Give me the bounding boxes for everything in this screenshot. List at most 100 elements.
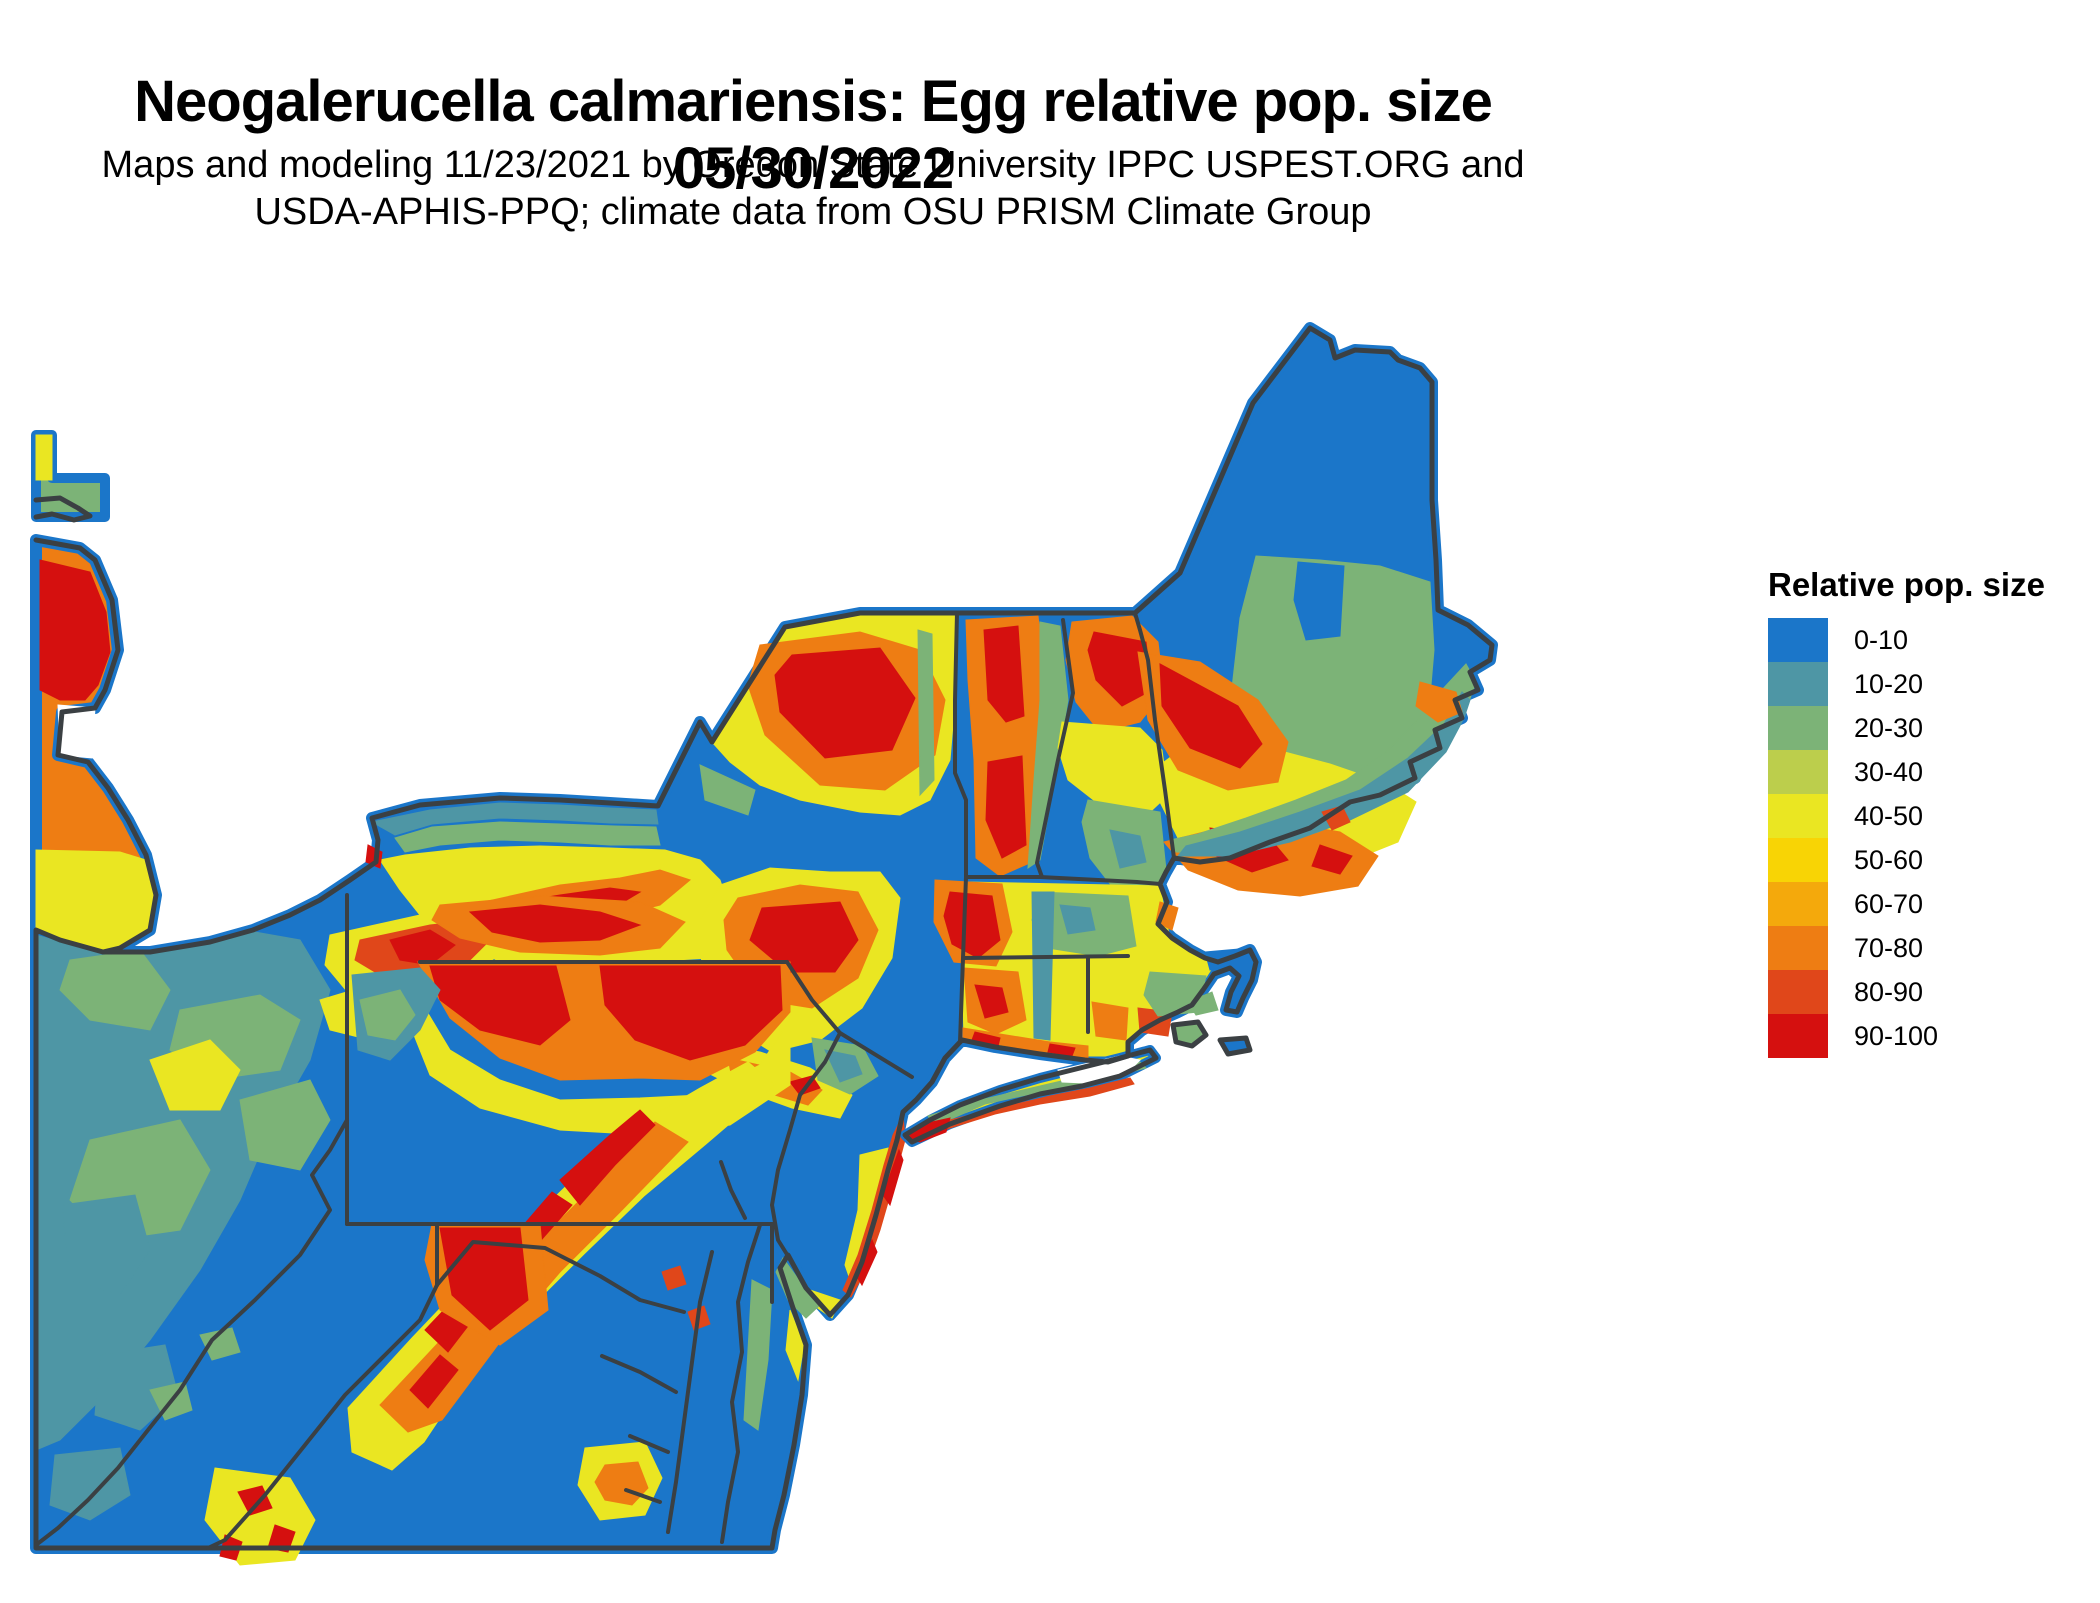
border-vt-nh xyxy=(1035,618,1075,879)
coastline-ontario-landmass xyxy=(33,537,159,955)
legend-item-50-60: 50-60 xyxy=(1768,838,2045,882)
southern-tier-red xyxy=(468,904,642,943)
downeast-orange-spot xyxy=(1415,681,1463,723)
tughill-green xyxy=(699,764,756,816)
rappahannock-c xyxy=(624,1488,662,1504)
border-me-nh xyxy=(1133,611,1176,860)
champlain-green-strip xyxy=(917,629,935,797)
ri-coast-orange xyxy=(1091,1001,1129,1041)
legend-item-90-100: 90-100 xyxy=(1768,1014,2045,1058)
wv-teal-c xyxy=(49,1447,131,1521)
legend-swatch-50-60 xyxy=(1768,838,1828,882)
va-red-dot-a xyxy=(661,1265,687,1291)
wny-green-band xyxy=(394,821,661,853)
cape-base-green xyxy=(1187,991,1219,1016)
legend-label-0-10: 0-10 xyxy=(1854,624,1909,655)
marthas-vineyard xyxy=(1170,1019,1209,1049)
rappahannock-a xyxy=(600,1354,678,1394)
figure-title: Neogalerucella calmariensis: Egg relativ… xyxy=(134,69,1493,201)
border-ny-vt xyxy=(953,611,968,879)
nwpa-green-patch xyxy=(359,989,416,1041)
ridge-red-b xyxy=(559,1109,656,1206)
border-ohio-river xyxy=(34,1118,349,1547)
legend-item-80-90: 80-90 xyxy=(1768,970,2045,1014)
legend-swatch-90-100 xyxy=(1768,1014,1828,1058)
ct-valley-green-north xyxy=(1027,621,1069,869)
ohio-yellow-a xyxy=(149,1039,241,1111)
legend-label-10-20: 10-20 xyxy=(1854,668,1924,699)
nj-shore-red-a xyxy=(882,1148,904,1207)
ridge-red-c xyxy=(409,1354,459,1409)
wv-south-red-b xyxy=(267,1524,296,1553)
maine-blue-inlet xyxy=(1293,561,1345,641)
central-mass-teal xyxy=(1059,904,1096,935)
legend-item-30-40: 30-40 xyxy=(1768,750,2045,794)
border-ma-south xyxy=(961,954,1130,960)
legend-rows: 0-10 10-20 20-30 30-40 40-50 50-60 60-70 70-80 8… xyxy=(1768,618,2045,1058)
smaine-red-b xyxy=(1311,844,1353,875)
legend-label-50-60: 50-60 xyxy=(1854,844,1924,875)
legend-label-20-30: 20-30 xyxy=(1854,712,1924,743)
legend-swatch-30-40 xyxy=(1768,750,1828,794)
pa-red-west xyxy=(429,965,571,1046)
legend-label-60-70: 60-70 xyxy=(1854,888,1924,919)
coastline-topleft-piece xyxy=(33,495,93,523)
legend-item-70-80: 70-80 xyxy=(1768,926,2045,970)
pa-red-east xyxy=(599,965,783,1061)
legend-swatch-40-50 xyxy=(1768,794,1828,838)
rappahannock-b xyxy=(628,1434,670,1454)
legend-title: Relative pop. size xyxy=(1768,566,2045,603)
legend-swatch-10-20 xyxy=(1768,662,1828,706)
legend-label-30-40: 30-40 xyxy=(1854,756,1924,787)
legend-swatch-60-70 xyxy=(1768,882,1828,926)
nantucket xyxy=(1217,1035,1253,1057)
north-nj-teal xyxy=(824,1049,863,1083)
coastline-mainland xyxy=(33,325,1495,1551)
ct-valley-teal-south xyxy=(1031,891,1055,1041)
legend-item-60-70: 60-70 xyxy=(1768,882,2045,926)
chesapeake-west-shore xyxy=(666,1250,714,1534)
topleft-yellow-strip xyxy=(35,434,53,481)
legend-item-0-10: 0-10 xyxy=(1768,618,2045,662)
legend-item-40-50: 40-50 xyxy=(1768,794,2045,838)
adirondack-red xyxy=(774,647,916,759)
catskills-red xyxy=(749,901,859,973)
legend-swatch-20-30 xyxy=(1768,706,1828,750)
chesapeake-east-shore xyxy=(720,1223,762,1544)
midcoast-red-spot xyxy=(1321,805,1351,831)
border-delaware-river xyxy=(770,960,842,1258)
wv-teal-b xyxy=(94,1344,179,1431)
wmaine-red xyxy=(1159,663,1263,769)
border-wv-va xyxy=(206,1283,439,1550)
legend-swatch-70-80 xyxy=(1768,926,1828,970)
border-ny-nj xyxy=(838,1031,914,1079)
legend-label-80-90: 80-90 xyxy=(1854,976,1924,1007)
vermont-red-south xyxy=(985,755,1027,859)
subtitle-line-2: USDA-APHIS-PPQ; climate data from OSU PR… xyxy=(254,191,1372,233)
legend-label-90-100: 90-100 xyxy=(1854,1020,1939,1051)
legend-label-70-80: 70-80 xyxy=(1854,932,1924,963)
susquehanna-river xyxy=(719,1160,747,1220)
west-ct-red xyxy=(974,984,1009,1019)
cleveland-red-core xyxy=(389,929,456,966)
legend-swatch-80-90 xyxy=(1768,970,1828,1014)
legend-swatch-0-10 xyxy=(1768,618,1828,662)
wv-teal-a xyxy=(61,1194,151,1296)
border-potomac xyxy=(435,1240,686,1314)
white-mtns-red xyxy=(1087,631,1153,707)
border-ma-north xyxy=(964,875,1162,886)
vermont-red-north xyxy=(983,625,1025,723)
wny-teal-band xyxy=(370,802,659,836)
wv-south-red-a xyxy=(237,1485,273,1516)
map-legend: Relative pop. size 0-10 10-20 20-30 30-40 40… xyxy=(1768,566,2045,1058)
landmass-red-core xyxy=(39,559,111,701)
nh-teal-specks xyxy=(1109,829,1147,869)
legend-item-10-20: 10-20 xyxy=(1768,662,2045,706)
subtitle-line-1: Maps and modeling 11/23/2021 by Oregon S… xyxy=(101,144,1525,186)
figure-subtitle: Maps and modeling 11/23/2021 by Oregon S… xyxy=(36,142,1590,236)
coastline-long-island xyxy=(902,1047,1159,1145)
legend-label-40-50: 40-50 xyxy=(1854,800,1924,831)
legend-item-20-30: 20-30 xyxy=(1768,706,2045,750)
